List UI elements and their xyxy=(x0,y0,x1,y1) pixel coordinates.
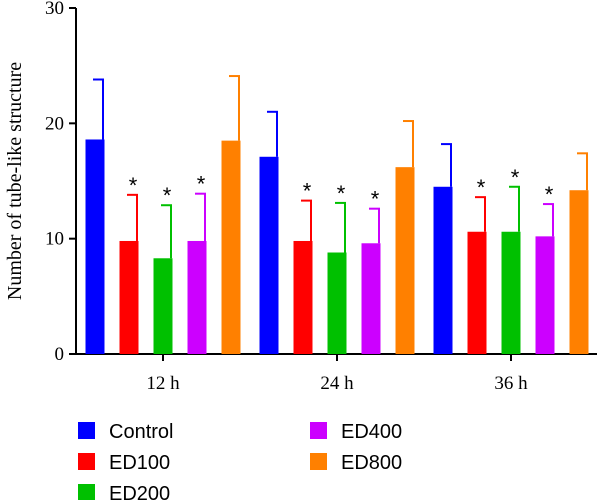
legend-label-ed100: ED100 xyxy=(109,452,170,474)
y-ticks: 0 10 20 30 xyxy=(45,0,76,365)
bar-ed100-1 xyxy=(293,240,313,354)
bar-control-1 xyxy=(259,156,279,354)
significance-marker: * xyxy=(477,175,486,200)
bar-ed400-1 xyxy=(361,243,381,354)
bar-ed200-0 xyxy=(153,258,173,354)
legend-label-ed400: ED400 xyxy=(341,421,402,443)
y-tick-label: 0 xyxy=(55,344,65,365)
x-category-label: 24 h xyxy=(320,373,354,394)
bar-ed400-0 xyxy=(187,240,207,354)
y-tick-label: 30 xyxy=(45,0,64,19)
x-category-label: 12 h xyxy=(146,373,180,394)
x-category-label: 36 h xyxy=(494,373,528,394)
bar-control-2 xyxy=(433,186,453,354)
x-categories: 12 h 24 h 36 h xyxy=(146,354,528,394)
y-tick-label: 20 xyxy=(45,113,64,134)
y-axis-label: Number of tube-like structure xyxy=(4,62,26,300)
significance-marker: * xyxy=(511,165,520,190)
significance-marker: * xyxy=(197,172,206,197)
legend: Control ED100 ED200 ED400 ED800 xyxy=(78,421,402,500)
legend-swatch-ed100 xyxy=(78,453,95,470)
bar-ed800-1 xyxy=(395,167,415,354)
bar-ed400-2 xyxy=(535,236,555,354)
legend-swatch-ed800 xyxy=(310,453,327,470)
significance-marker: * xyxy=(545,182,554,207)
bar-ed200-2 xyxy=(501,231,521,354)
legend-swatch-ed200 xyxy=(78,484,95,500)
legend-label-control: Control xyxy=(109,421,173,443)
significance-marker: * xyxy=(303,179,312,204)
significance-marker: * xyxy=(371,187,380,212)
bar-ed100-2 xyxy=(467,231,487,354)
bar-control-0 xyxy=(85,139,105,354)
legend-swatch-ed400 xyxy=(310,422,327,439)
legend-label-ed800: ED800 xyxy=(341,452,402,474)
legend-label-ed200: ED200 xyxy=(109,483,170,500)
significance-marker: * xyxy=(163,183,172,208)
bar-ed100-0 xyxy=(119,240,139,354)
significance-marker: * xyxy=(337,181,346,206)
bar-ed800-2 xyxy=(569,190,589,354)
y-tick-label: 10 xyxy=(45,229,64,250)
legend-swatch-control xyxy=(78,422,95,439)
bar-ed800-0 xyxy=(221,140,241,354)
bar-ed200-1 xyxy=(327,252,347,354)
bars: * * * * * * * * * xyxy=(85,75,589,354)
significance-marker: * xyxy=(129,173,138,198)
